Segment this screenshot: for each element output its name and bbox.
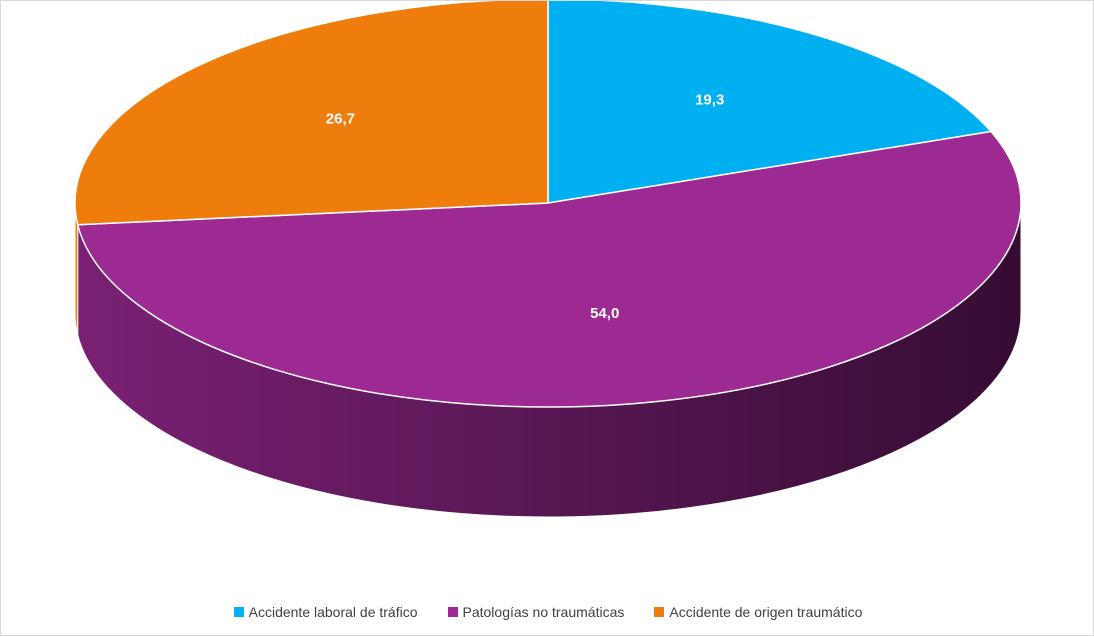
data-label-accidente-origen-traumatico: 26,7 (326, 111, 355, 128)
pie-slice-patologias-no-traumaticas (76, 130, 1022, 408)
legend-swatch (654, 607, 665, 617)
pie-slice-accidente-origen-traumatico (74, 1, 549, 226)
legend-label: Accidente de origen traumático (669, 604, 863, 620)
legend-label: Patologías no traumáticas (462, 604, 625, 620)
data-label-layer: 19,3 54,0 26,7 (326, 91, 725, 322)
legend-item-patologias-no-traumaticas: Patologías no traumáticas (447, 604, 625, 620)
legend: Accidente laboral de tráfico Patologías … (1, 604, 1094, 620)
legend-swatch (233, 607, 244, 617)
legend-swatch (447, 607, 458, 617)
data-label-accidente-laboral-trafico: 19,3 (695, 91, 724, 108)
legend-label: Accidente laboral de tráfico (248, 604, 418, 620)
pie-top-layer (74, 1, 1022, 408)
data-label-patologias-no-traumaticas: 54,0 (590, 305, 619, 322)
legend-item-accidente-origen-traumatico: Accidente de origen traumático (654, 604, 862, 620)
pie-slice-accidente-laboral-trafico (547, 1, 992, 204)
legend-item-accidente-laboral-trafico: Accidente laboral de tráfico (233, 604, 418, 620)
